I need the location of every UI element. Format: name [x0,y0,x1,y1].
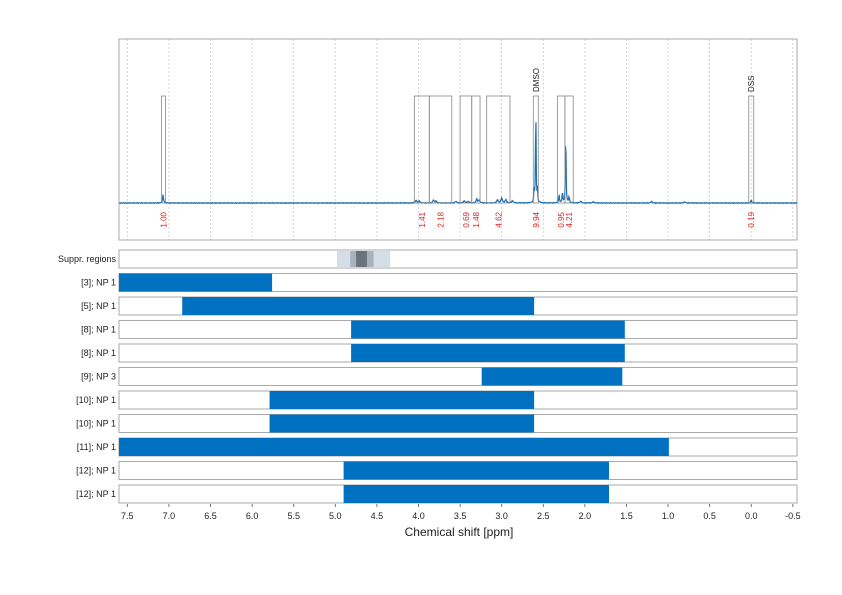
track-range-bar [351,344,625,362]
integral-region-box [532,95,539,204]
track-range-bar [481,367,623,386]
x-tick-label: 7.5 [121,511,134,521]
integral-region-box [486,95,511,204]
track-label: [10]; NP 1 [76,395,116,405]
x-tick-label: 3.0 [495,511,508,521]
x-tick-label: 2.0 [579,511,592,521]
integral-value-label: 1.00 [160,211,169,227]
track-range-bar [351,320,625,339]
integral-value-label: 4.21 [565,211,574,227]
x-tick-label: 0.0 [745,511,758,521]
x-axis-label: Chemical shift [ppm] [405,525,514,539]
x-tick-label: 4.0 [412,511,425,521]
track-range-bar [269,391,535,409]
track-range-bar [119,273,273,292]
x-tick-label: 5.5 [287,511,300,521]
suppressed-band [356,251,367,267]
track-label: [11]; NP 1 [77,442,116,452]
track-range-bar [343,461,609,480]
track-range-bar [182,297,535,315]
track-label: [10]; NP 1 [76,419,116,429]
track-range-bar [119,438,669,456]
integral-value-label: 1.41 [418,211,427,227]
track-range-bar [269,414,535,433]
integral-value-label: 0.19 [747,211,756,227]
track-label: [12]; NP 1 [76,466,116,476]
track-label: [8]; NP 1 [81,348,116,358]
x-tick-label: 6.0 [246,511,259,521]
x-tick-label: 4.5 [371,511,384,521]
suppressed-regions-panel: Suppr. regions [58,249,798,269]
integral-value-label: 4.62 [494,211,503,227]
x-tick-label: 5.0 [329,511,342,521]
integral-value-label: 2.18 [437,211,446,227]
peak-annotation-label: DMSO [532,68,541,92]
x-tick-label: 6.5 [204,511,217,521]
tracks-panel: [3]; NP 1 [5]; NP 1 [8]; NP 1 [8]; NP 1 [9];… [76,273,798,504]
integral-value-label: 1.48 [472,211,481,227]
grid-layer [126,39,794,240]
x-tick-label: 1.5 [620,511,633,521]
integral-region-box [459,95,473,204]
integral-region-box [471,95,481,204]
integral-region-box [413,95,430,204]
peak-annotation-label: DSS [747,76,756,92]
x-tick-label: 7.0 [163,511,176,521]
integral-region-box [428,95,453,204]
x-axis: 7.5 7.0 6.5 6.0 5.5 5.0 4.5 4.0 3.5 3.0 2.5 2.0 1.5 1… [121,504,801,521]
x-tick-label: 2.5 [537,511,550,521]
integral-region-box [748,95,755,204]
x-tick-label: 3.5 [454,511,467,521]
track-label: [12]; NP 1 [76,489,116,499]
spectrum-frame [118,38,798,241]
track-label: [9]; NP 3 [81,372,116,382]
spectrum-trace [118,122,798,205]
x-tick-label: 0.5 [703,511,716,521]
track-row [118,367,798,386]
x-tick-label: -0.5 [785,511,801,521]
suppressed-regions-label: Suppr. regions [58,254,117,264]
track-range-bar [343,485,609,503]
integral-region-box [161,95,166,204]
integral-region-box [564,95,574,204]
track-label: [8]; NP 1 [81,325,116,335]
suppressed-regions-row [118,249,798,269]
integral-value-label: 9.94 [532,211,541,227]
x-tick-label: 1.0 [662,511,675,521]
track-label: [3]; NP 1 [81,278,116,288]
integral-value-label: 0.95 [557,211,566,227]
spectrum-panel: 1.00 1.41 2.18 0.69 1.48 4.62 9.94 DMSO 0.954.21… [118,38,798,241]
integral-value-label: 0.69 [462,211,471,227]
track-label: [5]; NP 1 [81,301,116,311]
integral-region-box [557,95,566,204]
